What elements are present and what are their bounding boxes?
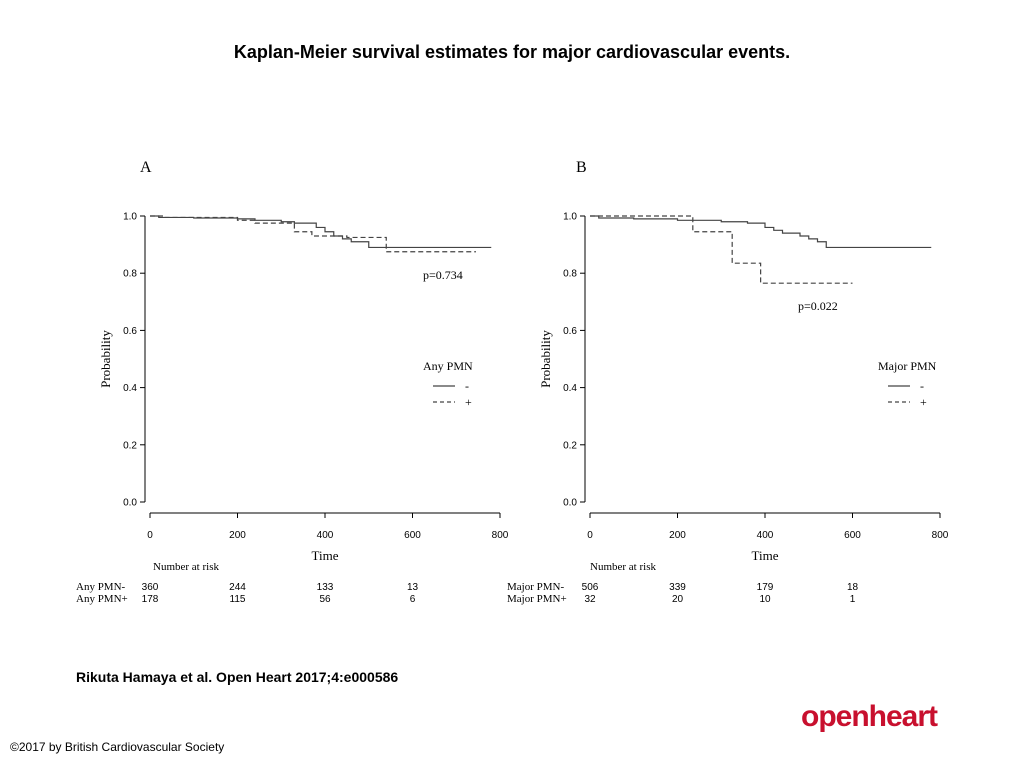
x-axis-label: Time bbox=[752, 548, 779, 563]
x-tick-label: 0 bbox=[147, 530, 153, 541]
survival-curve-positive bbox=[590, 215, 853, 284]
y-tick-label: 0.6 bbox=[123, 326, 137, 337]
risk-count: 244 bbox=[229, 582, 246, 593]
page-title: Kaplan-Meier survival estimates for majo… bbox=[233, 42, 791, 62]
x-tick-label: 200 bbox=[669, 530, 686, 541]
panel-label: A bbox=[140, 159, 152, 176]
x-axis-label: Time bbox=[312, 548, 339, 563]
risk-count: 13 bbox=[407, 582, 419, 593]
risk-count: 10 bbox=[759, 594, 771, 605]
y-tick-label: 1.0 bbox=[563, 212, 577, 223]
legend-title: Any PMN bbox=[423, 359, 473, 373]
panel-b: B 0.0 0.2 0.4 0.6 0.8 1.0 0 200 400 600 800 Time Prob… bbox=[507, 159, 949, 605]
p-value: p=0.022 bbox=[798, 299, 838, 313]
risk-count: 20 bbox=[672, 594, 684, 605]
risk-row-label: Any PMN- bbox=[76, 581, 126, 593]
risk-count: 18 bbox=[847, 582, 859, 593]
legend-entry: - bbox=[920, 379, 924, 393]
p-value: p=0.734 bbox=[423, 268, 463, 282]
risk-row-label: Any PMN+ bbox=[76, 593, 128, 605]
legend-entry: - bbox=[465, 379, 469, 393]
citation: Rikuta Hamaya et al. Open Heart 2017;4:e… bbox=[76, 669, 399, 685]
risk-row-label: Major PMN- bbox=[507, 581, 564, 593]
y-axis-label: Probability bbox=[538, 330, 553, 388]
openheart-logo: openheart bbox=[801, 700, 938, 733]
y-tick-label: 0.8 bbox=[563, 269, 577, 280]
y-tick-label: 0.6 bbox=[563, 326, 577, 337]
risk-count: 360 bbox=[142, 582, 159, 593]
y-tick-label: 0.0 bbox=[563, 498, 577, 509]
risk-table-title: Number at risk bbox=[153, 561, 219, 573]
x-tick-label: 600 bbox=[844, 530, 861, 541]
y-tick-label: 0.2 bbox=[563, 440, 577, 451]
survival-curve-negative bbox=[150, 215, 492, 249]
copyright-notice: ©2017 by British Cardiovascular Society bbox=[10, 740, 225, 754]
legend-title: Major PMN bbox=[878, 359, 937, 373]
y-tick-label: 1.0 bbox=[123, 212, 137, 223]
risk-count: 178 bbox=[142, 594, 159, 605]
legend-entry: + bbox=[920, 395, 927, 409]
panel-label: B bbox=[576, 159, 587, 176]
x-tick-label: 400 bbox=[757, 530, 774, 541]
risk-count: 339 bbox=[669, 582, 686, 593]
risk-count: 56 bbox=[319, 594, 331, 605]
x-tick-label: 400 bbox=[317, 530, 334, 541]
x-tick-label: 800 bbox=[492, 530, 509, 541]
x-tick-label: 200 bbox=[229, 530, 246, 541]
x-tick-label: 800 bbox=[932, 530, 949, 541]
y-tick-label: 0.4 bbox=[123, 383, 137, 394]
risk-count: 115 bbox=[230, 594, 246, 605]
y-tick-label: 0.2 bbox=[123, 440, 137, 451]
risk-count: 1 bbox=[850, 594, 856, 605]
risk-count: 179 bbox=[757, 582, 774, 593]
survival-curve-positive bbox=[150, 215, 476, 253]
x-tick-label: 0 bbox=[587, 530, 593, 541]
risk-count: 506 bbox=[582, 582, 599, 593]
risk-count: 133 bbox=[317, 582, 334, 593]
risk-count: 6 bbox=[410, 594, 416, 605]
risk-row-label: Major PMN+ bbox=[507, 593, 567, 605]
y-axis-label: Probability bbox=[98, 330, 113, 388]
risk-table-title: Number at risk bbox=[590, 561, 656, 573]
survival-curve-negative bbox=[590, 215, 932, 249]
panel-a: A 0.0 0.2 0.4 0.6 0.8 1.0 0 200 400 600 800 Time Prob… bbox=[76, 159, 509, 605]
legend-entry: + bbox=[465, 395, 472, 409]
x-tick-label: 600 bbox=[404, 530, 421, 541]
y-tick-label: 0.4 bbox=[563, 383, 577, 394]
y-tick-label: 0.8 bbox=[123, 269, 137, 280]
y-tick-label: 0.0 bbox=[123, 498, 137, 509]
risk-count: 32 bbox=[584, 594, 596, 605]
